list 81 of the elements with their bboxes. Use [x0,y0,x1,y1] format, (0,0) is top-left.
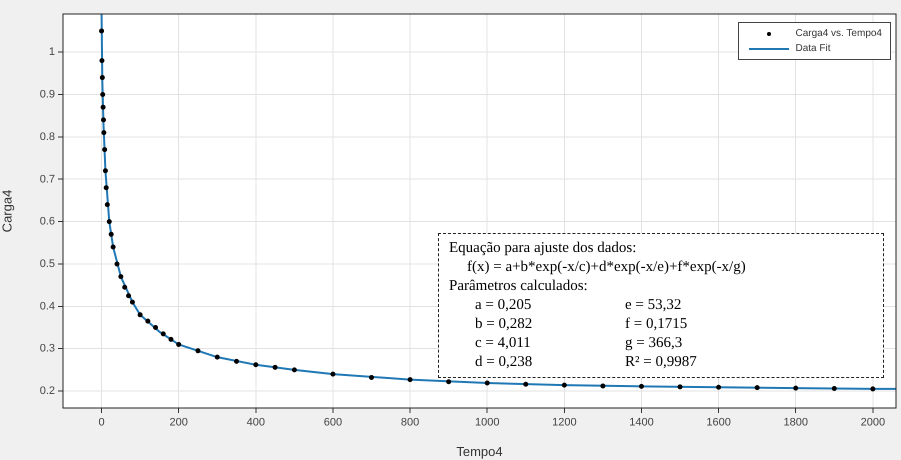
point [106,219,112,224]
x-axis-title: Tempo4 [456,444,503,459]
y-tick-label: 0.9 [40,88,55,101]
point [754,385,760,390]
point [160,331,166,336]
x-tick-label: 600 [324,416,342,429]
legend-label: Carga4 vs. Tempo4 [795,28,882,39]
point [292,367,297,372]
point [100,104,106,110]
point [122,284,128,290]
point [272,364,278,370]
point [716,384,722,390]
point [330,372,336,377]
point [100,75,105,80]
point [832,386,837,392]
point [101,130,106,136]
point [168,336,174,342]
point [118,274,124,280]
annotation: Parâmetros calculados: [449,277,589,296]
x-tick-label: 1400 [629,416,654,429]
point [138,312,143,318]
x-tick-label: 1000 [474,416,500,429]
x-tick-label: 1200 [552,416,577,429]
point [114,261,120,266]
legend-label: Data Fit [795,43,830,54]
y-tick-label: 0.8 [40,130,55,143]
y-tick-label: 0.7 [40,173,55,186]
point [102,168,108,174]
y-tick-label: 0.2 [40,385,55,398]
point [638,384,644,389]
point [600,383,606,388]
y-tick-label: 0.5 [40,258,55,270]
annotation: f = 0,1715 [625,315,688,334]
annotation: d = 0,238 [475,353,534,372]
x-tick-label: 2000 [860,416,886,429]
point [130,300,135,305]
point [104,185,109,190]
annotation: e = 53,32 [625,296,682,315]
point [153,325,158,330]
x-tick-label: 400 [246,416,266,429]
point [104,202,110,208]
y-axis-title: Carga4 [0,190,14,232]
point [446,379,452,384]
point [126,293,132,298]
annotation: b = 0,282 [475,315,534,334]
point [369,374,374,380]
point [110,244,116,250]
point [99,58,104,64]
annotation: a = 0,205 [475,296,532,315]
point [870,386,876,392]
point [100,92,106,97]
point [523,382,528,387]
x-tick-label: 1600 [706,416,731,429]
point [195,348,200,354]
point [145,318,150,324]
point [214,354,220,360]
point [793,386,798,391]
point [678,384,683,390]
point [408,377,413,382]
point [234,358,240,364]
annotation: R² = 0,9987 [625,353,698,372]
x-tick-label: 200 [170,416,188,429]
annotation: c = 4,011 [475,334,532,353]
y-tick-label: 0.4 [40,300,55,312]
y-tick-label: 0.6 [40,216,55,228]
point [484,380,490,386]
annotation: Equação para ajuste dos dados: [449,239,638,258]
point [176,342,182,347]
y-tick-label: 0.3 [40,342,55,355]
point [102,147,108,152]
annotation: g = 366,3 [625,334,684,353]
point [253,362,258,368]
x-tick-label: 0 [98,416,105,429]
point [562,382,567,388]
x-tick-label: 1800 [783,416,808,429]
point [99,28,104,34]
y-tick-label: 1 [48,46,55,58]
point [108,232,114,237]
x-tick-label: 800 [400,416,420,429]
point [100,117,106,122]
annotation: f(x) = a+b*exp(-x/c)+d*exp(-x/e)+f*exp(-x/g) [466,258,747,277]
